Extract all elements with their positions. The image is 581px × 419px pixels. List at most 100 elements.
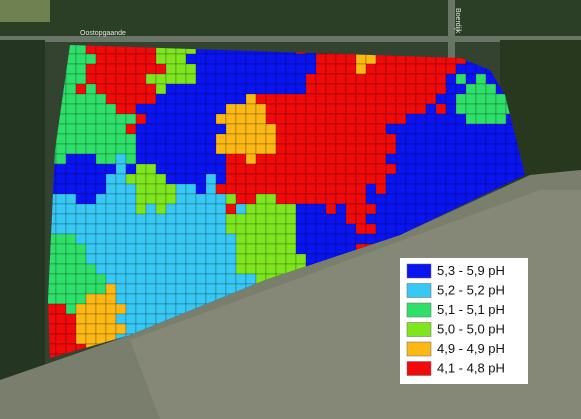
ph-cell (195, 273, 207, 285)
ph-cell (275, 53, 287, 65)
ph-cell (135, 263, 147, 275)
ph-cell (325, 193, 337, 205)
ph-cell (225, 203, 237, 215)
ph-cell (135, 203, 147, 215)
ph-cell (195, 63, 207, 75)
ph-cell (295, 113, 307, 125)
ph-cell (405, 153, 417, 165)
ph-cell (105, 163, 117, 175)
ph-cell (105, 63, 117, 75)
ph-cell (335, 223, 347, 235)
ph-cell (475, 163, 487, 175)
ph-cell (355, 213, 367, 225)
ph-cell (365, 103, 377, 115)
ph-cell (215, 123, 227, 135)
ph-cell (165, 93, 177, 105)
ph-cell (435, 173, 447, 185)
ph-cell (205, 193, 217, 205)
ph-cell (295, 93, 307, 105)
ph-cell (445, 73, 457, 85)
ph-cell (165, 133, 177, 145)
ph-cell (85, 323, 97, 335)
ph-cell (315, 123, 327, 135)
ph-cell (285, 53, 297, 65)
ph-cell (235, 203, 247, 215)
ph-cell (325, 113, 337, 125)
ph-cell (115, 113, 127, 125)
ph-cell (315, 163, 327, 175)
ph-cell (245, 133, 257, 145)
ph-cell (255, 243, 267, 255)
ph-cell (305, 213, 317, 225)
ph-cell (365, 53, 377, 65)
ph-cell (115, 163, 127, 175)
ph-cell (265, 253, 277, 265)
ph-cell (375, 103, 387, 115)
ph-cell (435, 133, 447, 145)
ph-cell (185, 73, 197, 85)
ph-cell (265, 243, 277, 255)
ph-cell (245, 73, 257, 85)
legend-label: 5,0 - 5,0 pH (437, 321, 505, 336)
ph-cell (355, 133, 367, 145)
ph-cell (95, 73, 107, 85)
ph-cell (335, 63, 347, 75)
ph-cell (455, 193, 467, 205)
ph-cell (285, 223, 297, 235)
ph-cell (245, 253, 257, 265)
ph-cell (165, 213, 177, 225)
ph-cell (55, 293, 67, 305)
ph-cell (215, 243, 227, 255)
ph-cell (115, 243, 127, 255)
ph-cell (175, 283, 187, 295)
ph-cell (285, 213, 297, 225)
ph-cell (95, 143, 107, 155)
ph-cell (125, 283, 137, 295)
ph-cell (205, 133, 217, 145)
ph-cell (185, 143, 197, 155)
legend: 5,3 - 5,9 pH 5,2 - 5,2 pH 5,1 - 5,1 pH 5,0 … (400, 258, 528, 384)
ph-cell (485, 163, 497, 175)
ph-cell (145, 63, 157, 75)
ph-cell (225, 223, 237, 235)
ph-cell (105, 253, 117, 265)
ph-cell (395, 223, 407, 235)
ph-cell (115, 253, 127, 265)
ph-cell (295, 153, 307, 165)
ph-cell (265, 93, 277, 105)
ph-cell (115, 53, 127, 65)
legend-swatch (406, 263, 432, 279)
ph-cell (155, 83, 167, 95)
ph-cell (205, 73, 217, 85)
ph-cell (85, 173, 97, 185)
ph-cell (85, 233, 97, 245)
ph-cell (265, 213, 277, 225)
ph-cell (175, 133, 187, 145)
ph-cell (375, 133, 387, 145)
ph-cell (425, 193, 437, 205)
ph-cell (75, 263, 87, 275)
ph-cell (215, 163, 227, 175)
ph-cell (85, 213, 97, 225)
ph-cell (235, 173, 247, 185)
road-label: Boerdijk (454, 8, 461, 34)
ph-cell (125, 223, 137, 235)
ph-cell (355, 73, 367, 85)
ph-cell (95, 93, 107, 105)
ph-cell (425, 153, 437, 165)
ph-cell (445, 83, 457, 95)
ph-cell (235, 153, 247, 165)
ph-cell (275, 193, 287, 205)
ph-cell (285, 113, 297, 125)
ph-cell (75, 293, 87, 305)
ph-cell (85, 103, 97, 115)
ph-cell (205, 273, 217, 285)
ph-cell (265, 153, 277, 165)
ph-cell (285, 63, 297, 75)
ph-cell (95, 203, 107, 215)
ph-cell (365, 73, 377, 85)
ph-cell (105, 223, 117, 235)
ph-cell (295, 243, 307, 255)
ph-cell (405, 103, 417, 115)
